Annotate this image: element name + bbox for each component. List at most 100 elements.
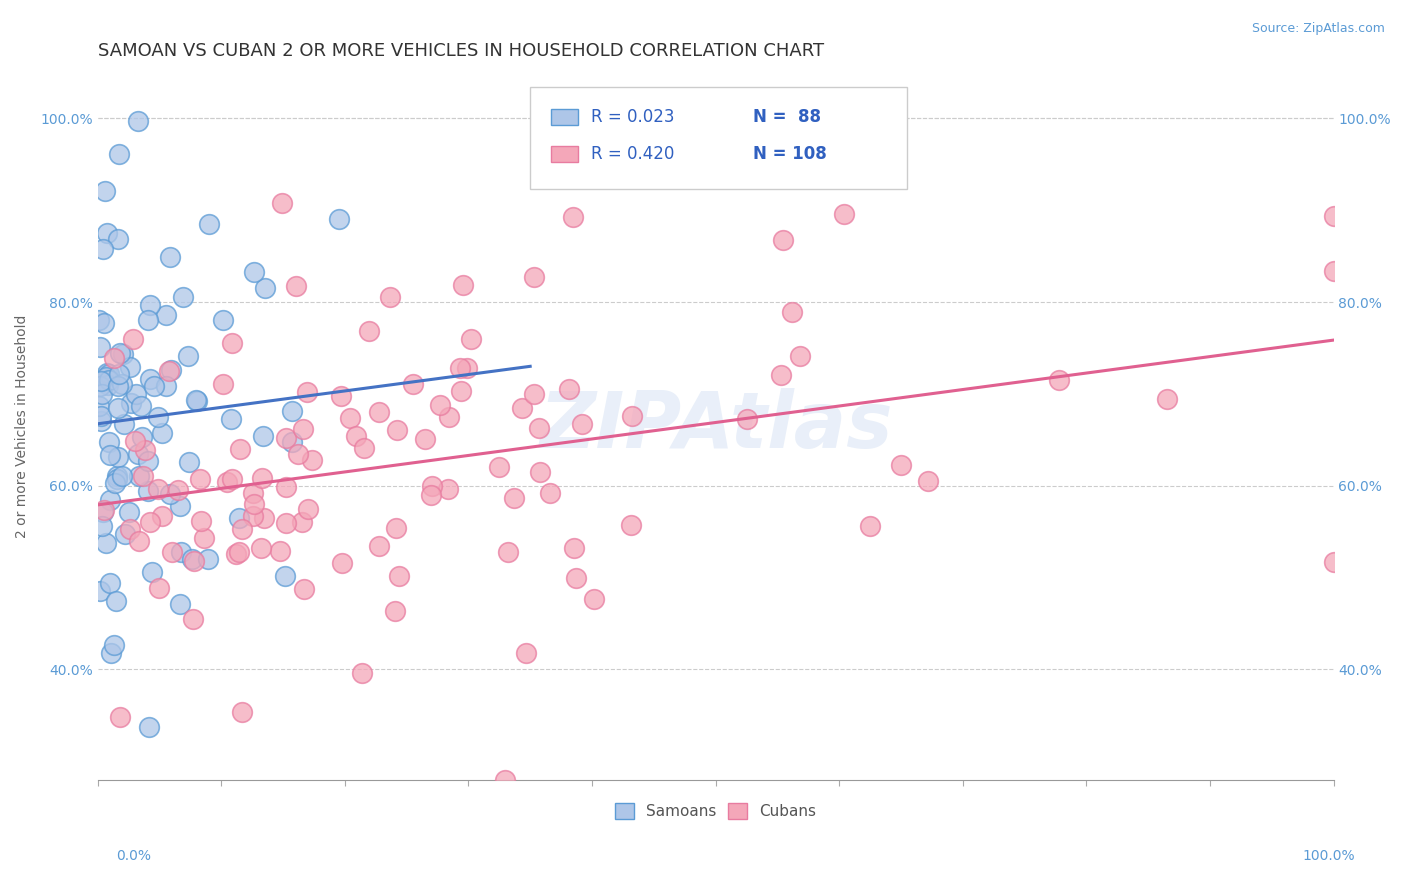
Point xyxy=(111,377,134,392)
Point xyxy=(859,519,882,533)
Point xyxy=(107,378,129,392)
FancyBboxPatch shape xyxy=(551,146,578,161)
Point xyxy=(150,425,173,440)
Point xyxy=(118,505,141,519)
Point xyxy=(221,335,243,350)
Point xyxy=(211,377,233,392)
Point xyxy=(917,475,939,489)
Point xyxy=(228,511,250,525)
Point xyxy=(271,196,294,211)
Point xyxy=(98,492,121,507)
Point xyxy=(96,366,118,380)
Point xyxy=(368,405,391,419)
Point xyxy=(96,226,118,240)
Point xyxy=(184,392,207,407)
Point xyxy=(353,441,375,455)
Point xyxy=(107,232,129,246)
Point xyxy=(150,508,173,523)
Point xyxy=(301,452,323,467)
Point xyxy=(494,772,516,787)
Point xyxy=(274,569,297,583)
Point xyxy=(420,488,443,502)
Point xyxy=(111,468,134,483)
Point xyxy=(146,409,169,424)
Point xyxy=(329,389,352,403)
Text: R = 0.023: R = 0.023 xyxy=(591,108,675,126)
Point xyxy=(118,522,141,536)
Point xyxy=(253,281,276,295)
Point xyxy=(121,396,143,410)
Point xyxy=(162,545,184,559)
Point xyxy=(523,270,546,285)
Point xyxy=(439,409,461,424)
Point xyxy=(139,298,162,312)
Point xyxy=(221,472,243,486)
Point xyxy=(388,569,411,583)
Point xyxy=(160,363,183,377)
Point xyxy=(169,598,191,612)
Point xyxy=(281,435,304,450)
Point xyxy=(515,646,537,660)
Point xyxy=(1156,392,1178,406)
Point xyxy=(157,364,180,378)
Point xyxy=(453,278,475,293)
Point xyxy=(735,412,758,426)
Point xyxy=(105,472,128,486)
Point xyxy=(183,554,205,568)
Point xyxy=(87,312,110,326)
Point xyxy=(159,250,181,264)
Point xyxy=(564,570,586,584)
Point xyxy=(529,465,551,479)
Point xyxy=(274,516,297,530)
Text: N = 108: N = 108 xyxy=(752,145,827,162)
Point xyxy=(138,484,160,499)
Point xyxy=(169,499,191,513)
Point xyxy=(127,447,149,461)
Point xyxy=(98,576,121,591)
Point xyxy=(90,374,112,388)
Point xyxy=(378,290,401,304)
Point xyxy=(89,379,111,393)
Point xyxy=(91,505,114,519)
Point xyxy=(212,313,235,327)
Point xyxy=(367,539,389,553)
Point xyxy=(129,399,152,413)
Point xyxy=(155,308,177,322)
Point xyxy=(583,592,606,607)
FancyBboxPatch shape xyxy=(530,87,907,189)
Point xyxy=(155,379,177,393)
Point xyxy=(496,545,519,559)
Point xyxy=(276,480,298,494)
Point xyxy=(789,349,811,363)
Point xyxy=(180,551,202,566)
Point xyxy=(387,423,409,437)
Legend: Samoans, Cubans: Samoans, Cubans xyxy=(609,797,823,825)
Point xyxy=(138,515,160,529)
Point xyxy=(114,526,136,541)
Point xyxy=(104,476,127,491)
Point xyxy=(134,443,156,458)
Point xyxy=(138,720,160,734)
Point xyxy=(107,450,129,464)
Point xyxy=(772,234,794,248)
Point xyxy=(128,534,150,549)
Point xyxy=(385,521,408,535)
Point xyxy=(413,433,436,447)
Point xyxy=(97,378,120,392)
Point xyxy=(215,475,238,490)
Point xyxy=(297,502,319,516)
Point xyxy=(429,398,451,412)
Text: R = 0.420: R = 0.420 xyxy=(591,145,673,162)
Point xyxy=(1322,555,1344,569)
Point xyxy=(90,409,112,423)
Point xyxy=(242,497,264,511)
Point xyxy=(538,486,561,500)
Point xyxy=(523,387,546,401)
Point xyxy=(103,351,125,366)
Point xyxy=(132,469,155,483)
Point xyxy=(136,312,159,326)
Point xyxy=(110,710,132,724)
Point xyxy=(1322,264,1344,278)
Point xyxy=(186,393,208,408)
Point xyxy=(290,515,312,529)
